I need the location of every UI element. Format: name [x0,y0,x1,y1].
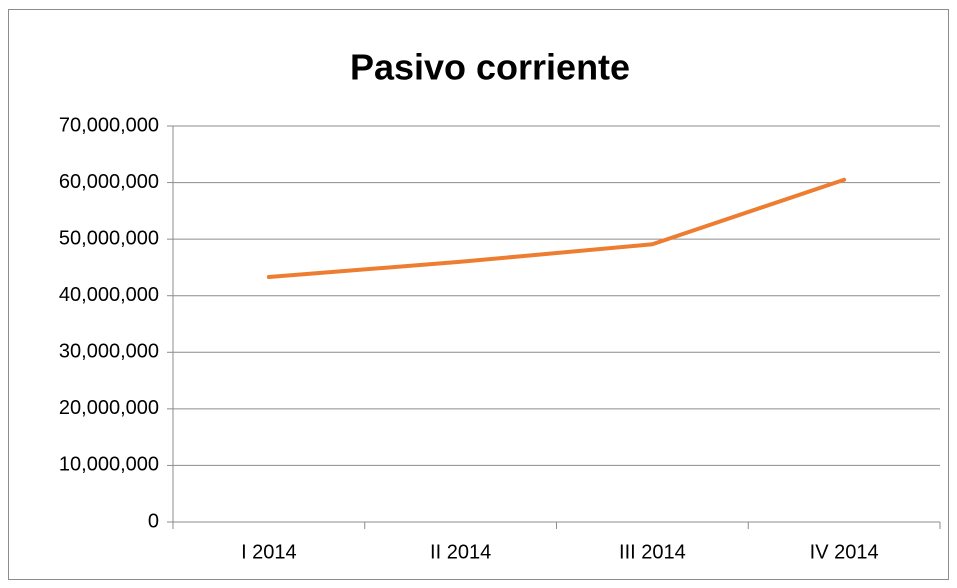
line [266,177,847,280]
chart-title: Pasivo corriente [350,47,630,88]
y-tick-label: 60,000,000 [59,171,159,193]
y-tick-label: 20,000,000 [59,397,159,419]
y-tick-label: 10,000,000 [59,454,159,476]
y-tick-label: 30,000,000 [59,341,159,363]
y-tick-label: 40,000,000 [59,284,159,306]
y-tick-label: 70,000,000 [59,114,159,136]
x-tick-label: III 2014 [619,541,686,563]
chart-border [8,9,949,580]
x-tick-label: I 2014 [241,541,297,563]
x-tick-label: II 2014 [430,541,491,563]
y-tick-label: 50,000,000 [59,227,159,249]
y-tick-label: 0 [148,510,159,532]
x-tick-label: IV 2014 [810,541,879,563]
